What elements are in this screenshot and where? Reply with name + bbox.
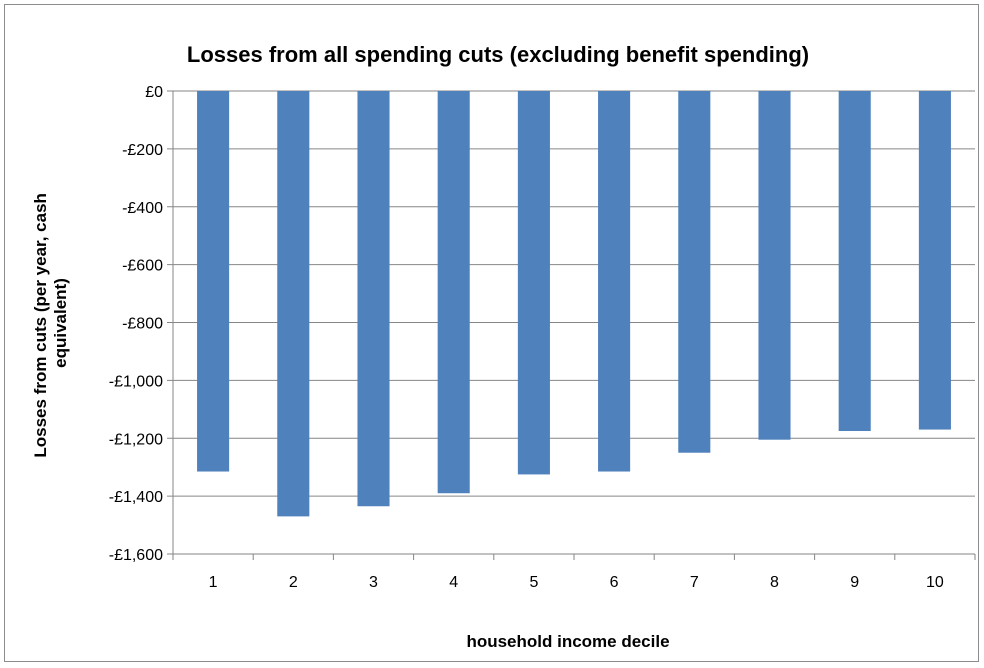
bar-decile-9 bbox=[838, 91, 871, 432]
y-tick-label: -£200 bbox=[122, 142, 163, 159]
bars bbox=[197, 91, 951, 517]
x-tick-label: 1 bbox=[209, 574, 218, 591]
x-tick-label: 3 bbox=[369, 574, 378, 591]
x-tick-label: 7 bbox=[690, 574, 699, 591]
y-tick-label: £0 bbox=[145, 84, 163, 101]
y-axis-title-line-1: Losses from cuts (per year, cash bbox=[31, 193, 50, 458]
y-tick-label: -£1,600 bbox=[109, 547, 163, 564]
chart-frame: Losses from all spending cuts (excluding… bbox=[4, 4, 979, 662]
bar-decile-5 bbox=[517, 91, 550, 475]
bar-decile-6 bbox=[598, 91, 631, 472]
bar-decile-7 bbox=[678, 91, 711, 453]
x-tick-label: 6 bbox=[610, 574, 619, 591]
bar-decile-4 bbox=[437, 91, 470, 494]
bar-decile-8 bbox=[758, 91, 791, 440]
y-tick-label: -£800 bbox=[122, 316, 163, 333]
bar-decile-3 bbox=[357, 91, 390, 507]
x-tick-label: 10 bbox=[926, 574, 944, 591]
x-tick-label: 4 bbox=[449, 574, 458, 591]
x-tick-label: 5 bbox=[529, 574, 538, 591]
y-tick-label: -£600 bbox=[122, 258, 163, 275]
x-tick-label: 2 bbox=[289, 574, 298, 591]
y-tick-label: -£1,400 bbox=[109, 489, 163, 506]
y-tick-label: -£1,200 bbox=[109, 431, 163, 448]
y-tick-label: -£400 bbox=[122, 200, 163, 217]
bar-decile-10 bbox=[918, 91, 951, 430]
x-axis-title: household income decile bbox=[466, 632, 669, 651]
y-axis-title: Losses from cuts (per year, cash equival… bbox=[31, 188, 70, 457]
y-axis-ticks: £0 -£200 -£400 -£600 -£800 -£1,000 -£1,200 -£1,… bbox=[109, 84, 173, 564]
chart-title: Losses from all spending cuts (excluding… bbox=[187, 42, 809, 67]
bar-chart: Losses from all spending cuts (excluding… bbox=[31, 42, 976, 651]
bar-decile-1 bbox=[197, 91, 230, 472]
x-axis: 1 2 3 4 5 6 7 8 9 10 bbox=[172, 91, 976, 591]
y-axis-title-line-2: equivalent) bbox=[51, 278, 70, 368]
x-tick-label: 9 bbox=[850, 574, 859, 591]
bar-decile-2 bbox=[277, 91, 310, 517]
x-tick-label: 8 bbox=[770, 574, 779, 591]
y-tick-label: -£1,000 bbox=[109, 373, 163, 390]
